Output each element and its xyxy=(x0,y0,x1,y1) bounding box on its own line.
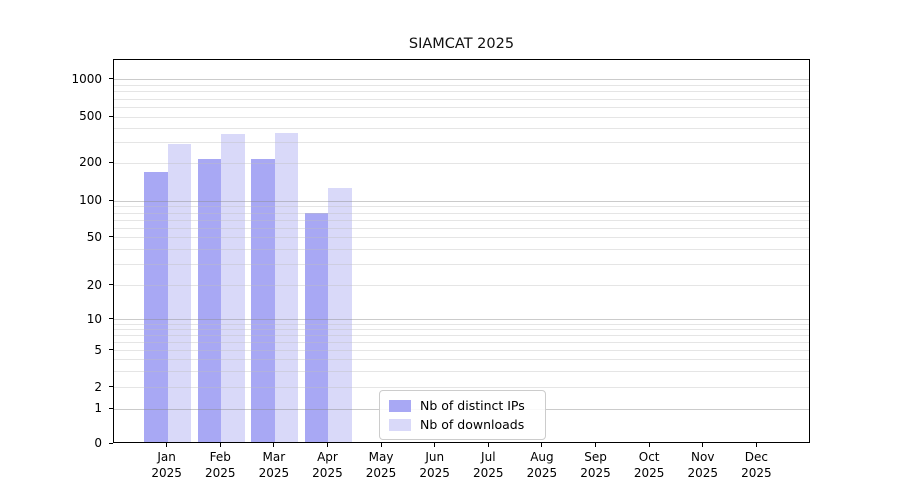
x-tick-label-oct: Oct 2025 xyxy=(633,450,665,480)
y-tick-mark-200 xyxy=(109,161,113,163)
y-gridline-300 xyxy=(114,142,809,144)
y-gridline-4 xyxy=(114,359,809,361)
y-gridline-500 xyxy=(114,116,809,118)
x-tick-label-aug: Aug 2025 xyxy=(526,450,558,480)
bar-apr-downloads xyxy=(328,188,352,442)
y-tick-label-5: 5 xyxy=(94,342,102,357)
x-tick-mark-nov xyxy=(702,443,704,447)
y-tick-mark-500 xyxy=(109,115,113,117)
y-gridline-200 xyxy=(114,162,809,164)
y-gridline-3 xyxy=(114,370,809,372)
x-tick-mark-aug xyxy=(541,443,543,447)
y-gridline-900 xyxy=(114,85,809,87)
x-tick-label-jan: Jan 2025 xyxy=(151,450,182,480)
y-tick-label-10: 10 xyxy=(86,311,102,326)
y-gridline-600 xyxy=(114,106,809,108)
x-tick-mark-may xyxy=(380,443,382,447)
y-gridline-30 xyxy=(114,264,809,266)
y-tick-label-2: 2 xyxy=(94,379,102,394)
x-tick-label-jun: Jun 2025 xyxy=(419,450,450,480)
legend-item-distinct-ips: Nb of distinct IPs xyxy=(389,396,536,415)
y-tick-mark-1000 xyxy=(109,78,113,80)
legend-swatch-downloads xyxy=(389,418,411,431)
y-tick-mark-1 xyxy=(109,407,113,409)
bar-apr-distinct-ips xyxy=(305,213,329,442)
y-tick-mark-10 xyxy=(109,318,113,320)
y-gridline-10 xyxy=(114,319,809,321)
y-tick-label-20: 20 xyxy=(86,277,102,292)
y-gridline-5 xyxy=(114,350,809,352)
y-gridline-7 xyxy=(114,335,809,337)
bar-feb-distinct-ips xyxy=(197,158,222,442)
legend-swatch-distinct-ips xyxy=(389,399,411,412)
x-tick-mark-oct xyxy=(648,443,650,447)
y-gridline-40 xyxy=(114,248,809,250)
x-tick-mark-dec xyxy=(755,443,757,447)
y-tick-label-200: 200 xyxy=(79,155,102,170)
y-tick-label-1: 1 xyxy=(94,401,102,416)
y-gridline-60 xyxy=(114,227,809,229)
y-gridline-80 xyxy=(114,212,809,214)
x-tick-label-dec: Dec 2025 xyxy=(741,450,772,480)
bar-jan-downloads xyxy=(167,143,191,442)
y-gridline-100 xyxy=(114,200,809,202)
y-tick-label-0: 0 xyxy=(94,436,102,450)
legend: Nb of distinct IPs Nb of downloads xyxy=(379,390,546,440)
plot-area xyxy=(113,59,810,443)
x-tick-label-feb: Feb 2025 xyxy=(204,450,236,480)
y-gridline-2 xyxy=(114,387,809,389)
y-tick-label-50: 50 xyxy=(86,229,102,244)
x-tick-mark-mar xyxy=(273,443,275,447)
legend-item-downloads: Nb of downloads xyxy=(389,415,536,434)
x-tick-label-apr: Apr 2025 xyxy=(312,450,343,480)
y-tick-mark-50 xyxy=(109,236,113,238)
x-tick-mark-jul xyxy=(487,443,489,447)
x-tick-mark-feb xyxy=(219,443,221,447)
chart-title: SIAMCAT 2025 xyxy=(408,36,515,52)
y-gridline-800 xyxy=(114,91,809,93)
y-tick-mark-0 xyxy=(109,442,113,444)
legend-label-distinct-ips: Nb of distinct IPs xyxy=(420,398,525,413)
x-tick-mark-jun xyxy=(434,443,436,447)
y-gridline-50 xyxy=(114,237,809,239)
x-tick-mark-apr xyxy=(326,443,328,447)
y-tick-mark-20 xyxy=(109,284,113,286)
legend-label-downloads: Nb of downloads xyxy=(420,417,525,432)
y-tick-mark-2 xyxy=(109,386,113,388)
y-tick-mark-5 xyxy=(109,349,113,351)
y-tick-label-1000: 1000 xyxy=(71,71,102,86)
bar-mar-distinct-ips xyxy=(251,158,275,442)
y-gridline-700 xyxy=(114,98,809,100)
x-tick-mark-sep xyxy=(595,443,597,447)
y-gridline-70 xyxy=(114,219,809,221)
x-tick-label-jul: Jul 2025 xyxy=(473,450,504,480)
x-tick-label-mar: Mar 2025 xyxy=(258,450,290,480)
y-gridline-6 xyxy=(114,342,809,343)
x-tick-label-may: May 2025 xyxy=(365,450,397,480)
bar-jan-distinct-ips xyxy=(144,171,168,442)
y-gridline-90 xyxy=(114,206,809,208)
x-tick-label-sep: Sep 2025 xyxy=(580,450,611,480)
y-gridline-20 xyxy=(114,285,809,287)
y-tick-label-100: 100 xyxy=(79,193,102,208)
y-gridline-1000 xyxy=(114,79,809,81)
y-tick-mark-100 xyxy=(109,199,113,201)
y-gridline-8 xyxy=(114,329,809,331)
y-tick-label-500: 500 xyxy=(79,109,102,124)
bar-feb-downloads xyxy=(221,133,245,442)
y-gridline-400 xyxy=(114,127,809,129)
x-tick-label-nov: Nov 2025 xyxy=(687,450,719,480)
y-gridline-9 xyxy=(114,323,809,325)
x-tick-mark-jan xyxy=(166,443,168,447)
bar-mar-downloads xyxy=(274,133,299,442)
